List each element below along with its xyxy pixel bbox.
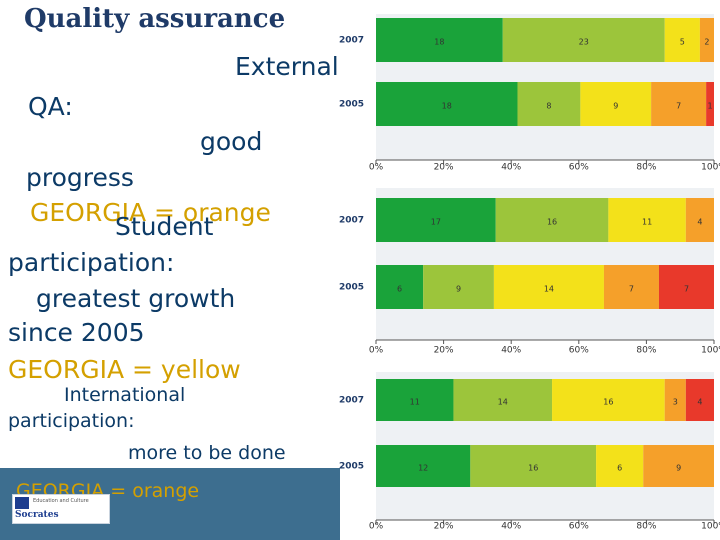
chart-1-bar-2005-seg-1 — [423, 265, 494, 309]
chart-1-data-label: 6 — [397, 285, 402, 294]
eu-flag-icon — [15, 497, 29, 509]
progress-label: progress — [26, 163, 134, 192]
chart-1-bar-2005-seg-0 — [376, 265, 424, 309]
chart-1-data-label: 7 — [684, 285, 689, 294]
chart-0-bar-2007-seg-0 — [376, 18, 503, 62]
logo-subtitle: Education and Culture — [33, 498, 89, 504]
chart-1-data-label: 9 — [456, 285, 461, 294]
chart-1-data-label: 7 — [629, 285, 634, 294]
chart-1-x-tick-label: 20% — [434, 346, 454, 356]
since-2005-label: since 2005 — [8, 318, 145, 347]
chart-2-data-label: 9 — [676, 464, 681, 473]
chart-1-data-label: 16 — [547, 218, 557, 227]
chart-0-category-label: 2005 — [339, 100, 364, 110]
socrates-logo: Education and Culture Socrates — [12, 494, 110, 524]
chart-1-category-label: 2007 — [339, 216, 364, 226]
chart-2-data-label: 12 — [418, 464, 428, 473]
chart-0-bar-2005-seg-0 — [376, 82, 518, 126]
chart-2-data-label: 6 — [617, 464, 622, 473]
chart-2-x-tick-label: 0% — [369, 522, 384, 532]
chart-0-data-label: 2 — [704, 38, 709, 47]
chart-2-bar-2005-seg-3 — [643, 445, 714, 487]
international-label: International — [64, 384, 186, 406]
chart-0-data-label: 23 — [579, 38, 589, 47]
chart-0-bar-2005-seg-1 — [517, 82, 581, 126]
logo-name: Socrates — [15, 510, 59, 520]
chart-2-category-label: 2005 — [339, 462, 364, 472]
georgia-orange-label: GEORGIA = orange — [30, 198, 271, 227]
chart-0-data-label: 5 — [680, 38, 685, 47]
chart-1-bar-2005-seg-3 — [603, 265, 659, 309]
chart-1-data-label: 17 — [431, 218, 441, 227]
chart-0-x-tick-label: 0% — [369, 163, 384, 173]
chart-0-data-label: 9 — [613, 102, 618, 111]
chart-0-data-label: 7 — [676, 102, 681, 111]
chart-1-data-label: 4 — [697, 218, 702, 227]
chart-2-bar-2005-seg-0 — [376, 445, 471, 487]
good-label: good — [200, 127, 263, 156]
chart-0-bar-2007-seg-2 — [664, 18, 700, 62]
chart-2-x-tick-label: 80% — [636, 522, 656, 532]
chart-0-bar-2005-seg-3 — [651, 82, 707, 126]
chart-0-bar-2005-seg-2 — [580, 82, 652, 126]
chart-0-data-label: 1 — [708, 102, 713, 111]
chart-1-x-tick-label: 60% — [569, 346, 589, 356]
chart-2-data-label: 11 — [410, 398, 420, 407]
chart-2-x-tick-label: 100% — [701, 522, 720, 532]
chart-0-data-label: 18 — [434, 38, 444, 47]
chart-1-bar-2007-seg-3 — [685, 198, 714, 242]
chart-1-x-tick-label: 80% — [636, 346, 656, 356]
chart-1-data-label: 11 — [642, 218, 652, 227]
chart-2-bar-2007-seg-0 — [376, 379, 454, 421]
chart-1-category-label: 2005 — [339, 283, 364, 293]
chart-0-category-label: 2007 — [339, 36, 364, 46]
chart-1-bar-2005-seg-2 — [493, 265, 604, 309]
chart-2-bar-2005-seg-1 — [470, 445, 597, 487]
external-label: External — [235, 52, 339, 81]
chart-2-data-label: 16 — [603, 398, 613, 407]
chart-0-data-label: 18 — [442, 102, 452, 111]
more-to-be-done-label: more to be done — [128, 442, 286, 464]
chart-2-x-tick-label: 60% — [569, 522, 589, 532]
chart-2-x-tick-label: 20% — [434, 522, 454, 532]
chart-2-category-label: 2007 — [339, 396, 364, 406]
chart-1-bar-2007-seg-2 — [608, 198, 686, 242]
chart-0-x-tick-label: 60% — [569, 163, 589, 173]
chart-1-bar-2007-seg-1 — [495, 198, 609, 242]
chart-2-data-label: 14 — [498, 398, 508, 407]
chart-2-x-tick-label: 40% — [501, 522, 521, 532]
chart-2-bar-2007-seg-2 — [552, 379, 665, 421]
chart-0-x-tick-label: 100% — [701, 163, 720, 173]
chart-2-bar-2007-seg-1 — [453, 379, 553, 421]
chart-1-x-tick-label: 40% — [501, 346, 521, 356]
chart-0-x-tick-label: 20% — [434, 163, 454, 173]
participation-2-label: participation: — [8, 410, 135, 432]
participation-label: participation: — [8, 248, 175, 277]
qa-label: QA: — [28, 92, 73, 121]
chart-1-bar-2005-seg-4 — [658, 265, 714, 309]
chart-2-bar-2007-seg-3 — [664, 379, 686, 421]
chart-2-data-label: 4 — [697, 398, 702, 407]
greatest-growth-label: greatest growth — [36, 284, 236, 313]
chart-0-x-tick-label: 80% — [636, 163, 656, 173]
chart-0-x-tick-label: 40% — [501, 163, 521, 173]
chart-1-x-tick-label: 100% — [701, 346, 720, 356]
chart-2-bar-2007-seg-4 — [685, 379, 714, 421]
chart-2-data-label: 16 — [528, 464, 538, 473]
chart-0-bar-2005-seg-4 — [706, 82, 714, 126]
chart-2-data-label: 3 — [673, 398, 678, 407]
georgia-yellow-label: GEORGIA = yellow — [8, 355, 241, 384]
chart-1-x-tick-label: 0% — [369, 346, 384, 356]
chart-1-data-label: 14 — [544, 285, 554, 294]
slide-title: Quality assurance — [24, 4, 286, 34]
chart-2-bar-2005-seg-2 — [596, 445, 644, 487]
chart-0-bar-2007-seg-1 — [502, 18, 665, 62]
student-label: Student — [115, 212, 214, 241]
chart-0-data-label: 8 — [546, 102, 551, 111]
chart-0-bar-2007-seg-3 — [699, 18, 714, 62]
chart-1-bar-2007-seg-0 — [376, 198, 496, 242]
